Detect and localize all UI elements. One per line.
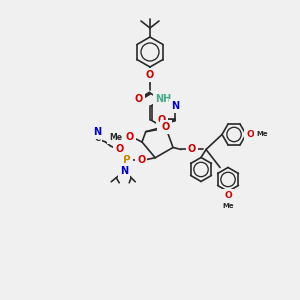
Text: O: O (146, 70, 154, 80)
Text: Me: Me (110, 133, 122, 142)
Text: O: O (115, 144, 123, 154)
Text: O: O (224, 191, 232, 200)
Text: NH: NH (155, 94, 171, 104)
Text: P: P (123, 155, 131, 165)
Text: N: N (93, 127, 101, 137)
Text: C: C (94, 134, 100, 143)
Text: O: O (188, 145, 196, 154)
Text: O: O (158, 115, 166, 125)
Text: O: O (135, 94, 143, 104)
Text: N: N (159, 122, 167, 132)
Text: O: O (246, 130, 254, 139)
Text: O: O (126, 132, 134, 142)
Text: O: O (137, 155, 145, 165)
Text: N: N (171, 101, 179, 111)
Text: O: O (162, 122, 170, 132)
Text: Me: Me (222, 203, 234, 209)
Text: Me: Me (256, 131, 268, 137)
Text: N: N (120, 166, 128, 176)
